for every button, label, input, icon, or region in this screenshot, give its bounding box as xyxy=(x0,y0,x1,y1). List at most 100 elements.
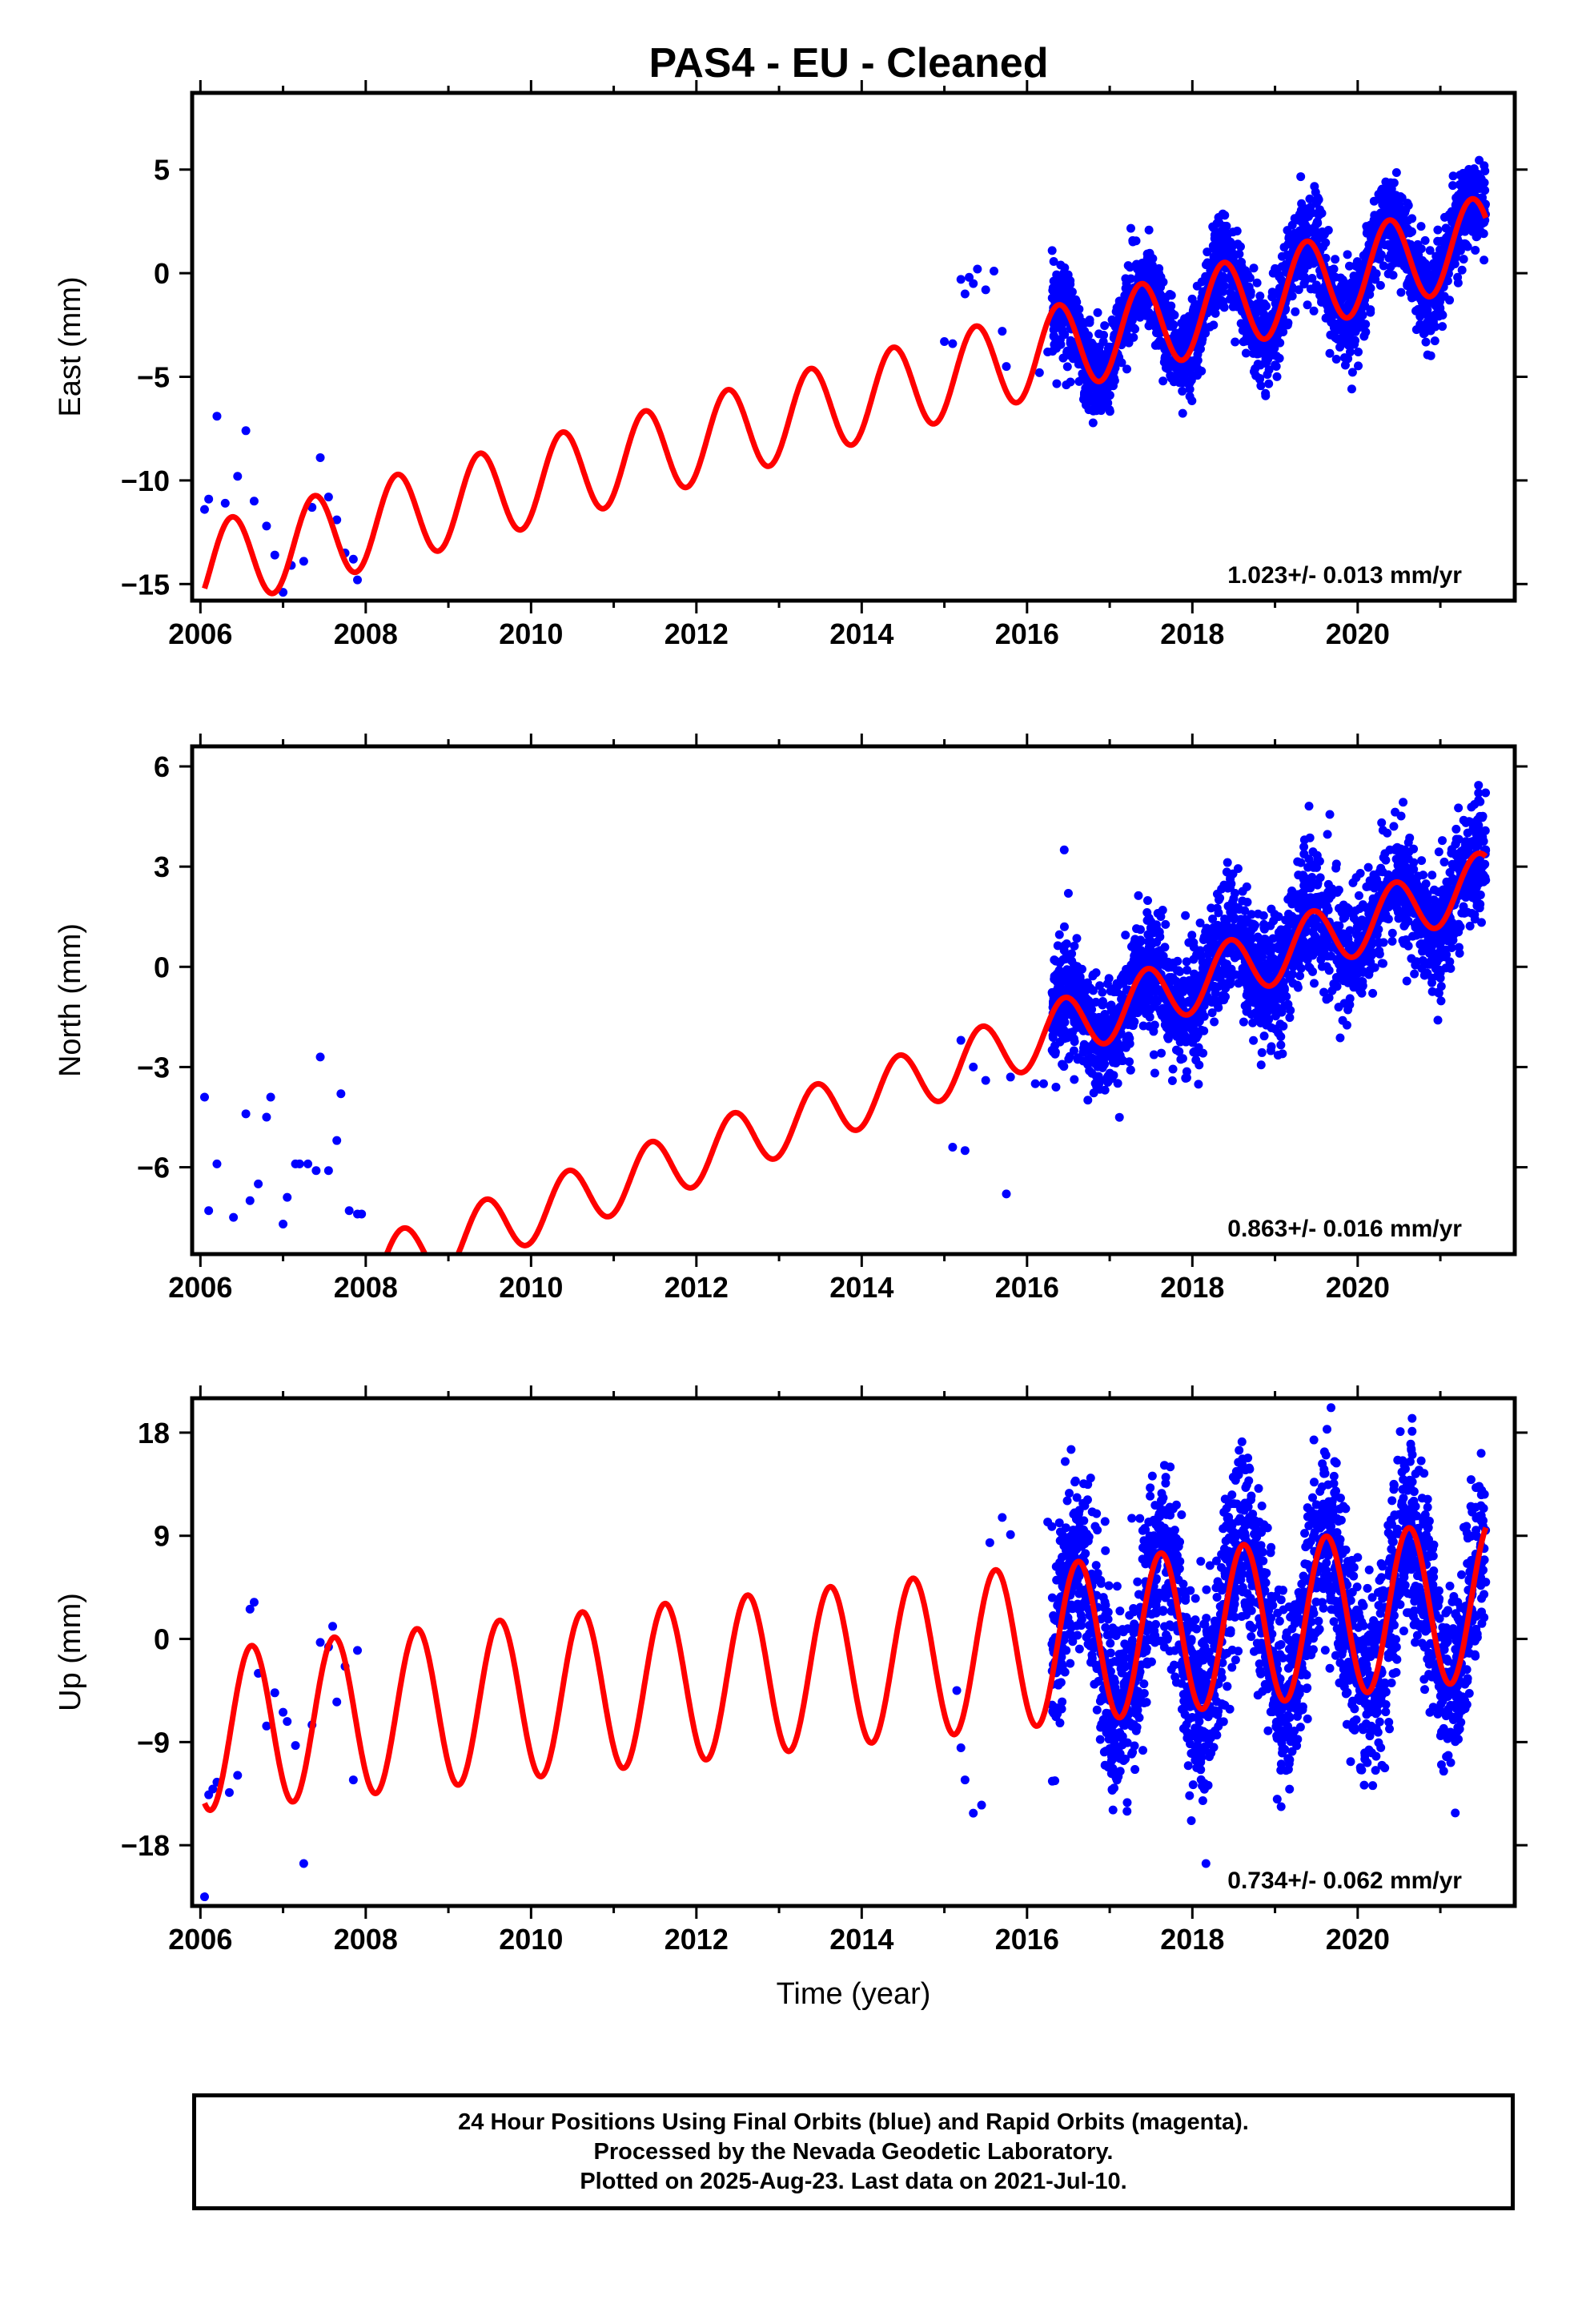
data-point xyxy=(1074,1053,1083,1063)
plot-area-east xyxy=(199,155,1490,597)
data-point xyxy=(1143,308,1153,318)
data-point xyxy=(1249,998,1259,1007)
data-point xyxy=(1266,948,1275,958)
data-point xyxy=(1235,905,1244,915)
data-point xyxy=(1457,857,1467,866)
data-point xyxy=(990,267,999,276)
data-point xyxy=(1279,928,1289,938)
data-point xyxy=(1228,227,1238,237)
plot-area-up xyxy=(199,1403,1491,1902)
data-point xyxy=(1257,1047,1267,1057)
data-point xyxy=(1416,939,1426,948)
data-point xyxy=(1130,324,1140,334)
data-point xyxy=(969,279,978,288)
data-point xyxy=(1054,930,1064,939)
data-point xyxy=(1381,855,1391,865)
data-point xyxy=(1399,798,1408,807)
data-point xyxy=(249,497,259,506)
data-point xyxy=(1134,301,1144,311)
data-point xyxy=(1256,1060,1266,1070)
data-point xyxy=(1310,223,1319,232)
data-point xyxy=(1224,946,1234,955)
data-point xyxy=(1228,302,1238,312)
data-point xyxy=(1072,1023,1082,1032)
data-point xyxy=(1294,285,1303,295)
data-point xyxy=(1387,936,1397,946)
data-point xyxy=(1199,966,1208,975)
data-point xyxy=(1407,875,1417,885)
data-point xyxy=(1465,921,1475,931)
data-point xyxy=(1074,376,1084,386)
data-point xyxy=(1102,1027,1112,1037)
data-point xyxy=(1283,226,1292,235)
data-point xyxy=(1214,239,1223,249)
y-tick-label: −5 xyxy=(137,361,170,394)
data-point xyxy=(1130,947,1140,957)
data-point xyxy=(1178,408,1187,418)
data-point xyxy=(1362,228,1371,238)
data-point xyxy=(1260,963,1270,972)
data-point xyxy=(1267,1023,1276,1032)
data-point xyxy=(1351,336,1360,345)
data-point xyxy=(1051,344,1061,353)
plot-frame xyxy=(190,90,1517,603)
data-point xyxy=(332,1136,342,1145)
data-point xyxy=(1249,919,1259,929)
data-point xyxy=(1387,897,1397,907)
data-point xyxy=(1299,875,1308,884)
data-point xyxy=(1197,1025,1207,1035)
data-point xyxy=(1203,247,1212,257)
data-point xyxy=(1387,928,1397,938)
data-point xyxy=(1331,859,1341,869)
data-point xyxy=(1401,854,1411,863)
data-point xyxy=(1343,250,1352,259)
data-point xyxy=(981,285,990,295)
data-point xyxy=(1433,887,1443,897)
data-point xyxy=(1252,1011,1262,1021)
data-point xyxy=(1259,1031,1269,1041)
data-point xyxy=(1275,1004,1285,1014)
data-point xyxy=(1331,255,1340,264)
y-axis-label: East (mm) xyxy=(54,276,87,416)
data-point xyxy=(1461,850,1471,860)
data-point xyxy=(1337,339,1347,348)
data-point xyxy=(1143,255,1153,264)
data-point xyxy=(1299,842,1309,852)
data-point xyxy=(1323,830,1332,839)
data-point xyxy=(1238,274,1247,283)
data-point xyxy=(1081,384,1090,393)
data-point xyxy=(1072,962,1082,971)
data-point xyxy=(1242,882,1251,891)
x-tick-label: 2016 xyxy=(995,1271,1059,1304)
data-point xyxy=(1372,930,1382,939)
data-point xyxy=(1277,275,1287,285)
data-point xyxy=(1345,302,1355,312)
data-point xyxy=(1448,181,1458,191)
data-point xyxy=(1084,1042,1094,1051)
data-point xyxy=(1345,926,1355,935)
data-point xyxy=(1296,172,1306,182)
data-point xyxy=(1126,1065,1135,1075)
data-point xyxy=(1166,1005,1175,1015)
data-point xyxy=(1252,278,1262,287)
data-point xyxy=(1058,1024,1068,1034)
data-point xyxy=(1110,1011,1119,1020)
data-point xyxy=(1144,225,1154,235)
data-point xyxy=(1347,278,1356,287)
x-tick-label: 2006 xyxy=(168,617,232,650)
data-point xyxy=(1121,1043,1130,1052)
data-point xyxy=(1471,245,1480,255)
data-point xyxy=(1259,911,1268,920)
data-point xyxy=(1269,290,1279,300)
data-point xyxy=(1371,896,1380,906)
data-point xyxy=(1062,954,1071,963)
data-point xyxy=(1229,913,1239,923)
data-point xyxy=(1195,951,1204,960)
data-point xyxy=(1083,1096,1093,1105)
data-point xyxy=(1144,321,1154,331)
data-point xyxy=(1137,287,1146,296)
data-point xyxy=(1168,1064,1178,1074)
data-point xyxy=(1433,225,1443,235)
data-point xyxy=(1359,332,1369,341)
data-point xyxy=(1190,1025,1199,1035)
